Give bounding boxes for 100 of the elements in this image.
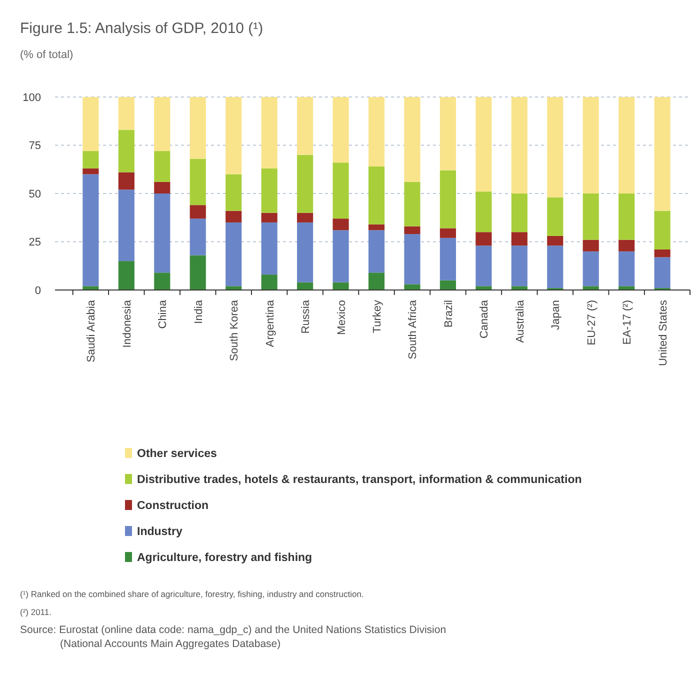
bar: [261, 97, 278, 168]
bar: [654, 210, 670, 250]
legend-label: Agriculture, forestry and fishing: [137, 552, 312, 564]
bar: [118, 261, 134, 290]
x-tick-label: Russia: [300, 299, 312, 334]
x-tick-label: Australia: [514, 299, 526, 343]
x-tick-label: Mexico: [336, 300, 348, 335]
bar: [154, 272, 170, 290]
bar: [547, 246, 564, 288]
bar: [154, 182, 170, 194]
bar: [82, 97, 99, 152]
bar: [547, 97, 564, 198]
bar: [190, 205, 206, 219]
x-tick-label: South Korea: [228, 299, 241, 362]
bar: [654, 257, 670, 288]
bar: [261, 274, 278, 290]
bar: [226, 286, 242, 290]
bar: [297, 212, 314, 222]
bar: [261, 168, 278, 213]
bar: [404, 226, 420, 234]
bar: [476, 246, 492, 286]
y-tick-label: 25: [28, 236, 41, 249]
bar: [368, 272, 385, 290]
bar: [511, 232, 528, 246]
legend-label: Construction: [137, 500, 209, 512]
source-note: Source: Eurostat (online data code: nama_gdp_c) and the United Nations Statistics Division (National Accounts Main Aggregates Database): [20, 624, 446, 650]
bar: [154, 194, 170, 273]
bar: [332, 218, 349, 230]
bar: [618, 251, 635, 286]
bar: [404, 97, 420, 182]
bar: [618, 194, 635, 240]
bar: [582, 240, 599, 252]
y-tick-label: 0: [34, 284, 41, 297]
bar: [368, 166, 385, 224]
x-tick-label: Japan: [550, 300, 562, 330]
bar: [618, 240, 635, 252]
bar: [440, 97, 456, 170]
bar: [476, 232, 492, 246]
x-tick-label: EA-17 (²): [622, 300, 634, 345]
legend-label: Other services: [137, 448, 217, 460]
bar: [190, 97, 206, 159]
bar: [582, 251, 599, 286]
bar: [618, 286, 635, 290]
x-tick-label: Argentina: [264, 299, 276, 348]
x-tick-label: United States: [657, 300, 670, 366]
x-tick-label: Brazil: [442, 300, 455, 328]
bar: [297, 282, 314, 290]
bar: [82, 168, 99, 174]
bar: [297, 154, 314, 213]
bar: [82, 174, 99, 286]
bar: [618, 97, 635, 194]
bar: [261, 212, 278, 222]
legend-label: Industry: [137, 526, 183, 538]
bar: [582, 194, 599, 240]
y-tick-label: 75: [28, 140, 41, 152]
bar: [476, 192, 492, 232]
bar: [118, 97, 134, 130]
legend-label: Distributive trades, hotels & restaurants, transport, information & communication: [137, 474, 582, 486]
bar: [154, 151, 170, 182]
bar: [582, 97, 599, 194]
bar: [82, 151, 99, 168]
bar: [261, 222, 278, 275]
bar: [118, 130, 134, 172]
bar: [404, 284, 420, 290]
x-tick-label: Turkey: [372, 300, 384, 334]
bar: [440, 238, 456, 280]
bar: [511, 246, 528, 286]
bar: [511, 194, 528, 232]
bar: [226, 222, 242, 286]
x-tick-label: India: [192, 299, 205, 324]
bar: [654, 249, 670, 258]
x-tick-label: South Africa: [407, 299, 420, 360]
bar: [297, 222, 314, 282]
bar: [404, 182, 420, 226]
bar: [547, 197, 564, 236]
bar: [368, 97, 385, 166]
bar: [332, 162, 349, 219]
bar: [190, 158, 206, 206]
text: (¹) Ranked on the combined share of agriculture, forestry, fishing, industry and construction.: [20, 589, 364, 599]
bar: [547, 236, 564, 246]
bar: [476, 286, 492, 290]
bar: [332, 282, 349, 290]
bar: [226, 174, 242, 211]
bar: [297, 97, 314, 155]
x-tick-label: Indonesia: [121, 299, 134, 348]
x-tick-label: EU-27 (²): [586, 300, 598, 346]
bar: [368, 224, 385, 230]
bar: [190, 218, 206, 256]
bar: [82, 286, 99, 290]
bar: [332, 97, 349, 163]
bar: [190, 255, 206, 290]
bar: [511, 286, 528, 290]
bar: [332, 230, 349, 282]
bar: [118, 172, 134, 190]
bar: [226, 97, 242, 174]
bar: [404, 234, 420, 284]
y-tick-label: 50: [28, 188, 41, 200]
bar: [226, 210, 242, 222]
bar: [582, 286, 599, 290]
text: (²) 2011.: [20, 607, 52, 617]
